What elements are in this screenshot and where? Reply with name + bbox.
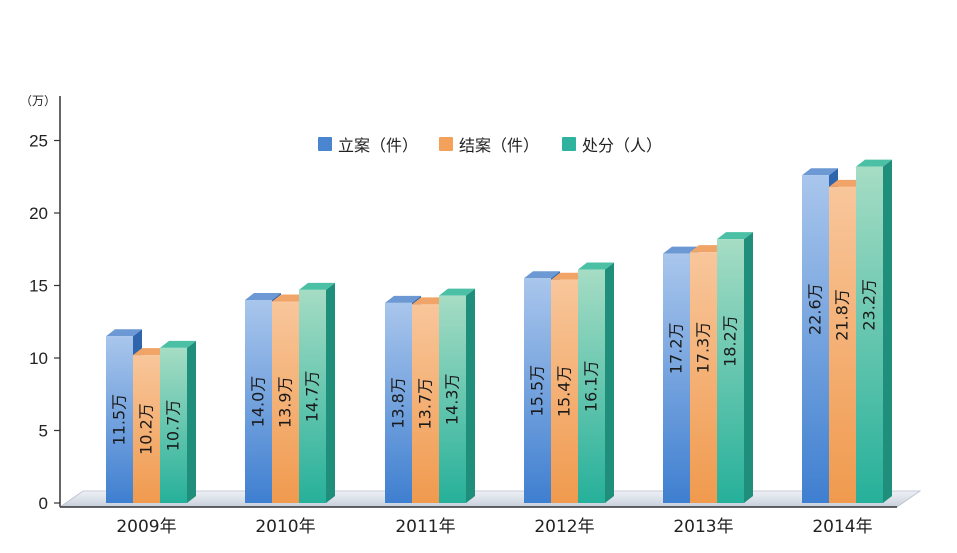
legend-item-2: 处分（人） — [562, 136, 662, 155]
bar-value-label: 18.2万 — [721, 315, 740, 367]
x-tick-labels: 2009年 2010年 2011年 2012年 2013年 2014年 — [116, 517, 872, 537]
bar-value-label: 16.1万 — [582, 360, 601, 412]
bar-value-label: 14.7万 — [303, 371, 322, 423]
bar-top — [717, 232, 753, 240]
bar: 14.3万 — [439, 288, 475, 503]
bar-value-label: 10.2万 — [137, 403, 156, 455]
bar-front — [802, 175, 829, 504]
bar-top — [299, 282, 335, 290]
bar-top — [245, 293, 281, 300]
legend-label-0: 立案（件） — [338, 136, 418, 155]
bar-top — [802, 168, 838, 176]
bar-value-label: 15.5万 — [528, 365, 547, 417]
bar-front — [829, 186, 856, 503]
bar-value-label: 14.0万 — [249, 376, 268, 428]
bar-front — [299, 289, 326, 503]
bar-front — [439, 295, 466, 503]
bar-value-label: 17.2万 — [667, 322, 686, 374]
bar-side — [883, 159, 892, 503]
bar-value-label: 21.8万 — [833, 289, 852, 341]
bar-value-label: 10.7万 — [164, 400, 183, 452]
y-tick-label: 10 — [29, 349, 48, 368]
bar-front — [133, 355, 160, 503]
legend: 立案（件） 结案（件） 处分（人） — [318, 136, 662, 155]
bar-value-label: 23.2万 — [860, 279, 879, 331]
bar-side — [187, 340, 196, 503]
bar-front — [385, 302, 412, 503]
y-ticks: 0 5 10 15 20 25 — [29, 132, 60, 513]
bar-value-label: 13.8万 — [389, 377, 408, 429]
bar-front — [160, 347, 187, 503]
x-tick-label: 2011年 — [395, 517, 455, 537]
x-tick-label: 2012年 — [534, 517, 594, 537]
y-tick-label: 15 — [29, 277, 48, 296]
x-tick-label: 2014年 — [812, 517, 872, 537]
legend-swatch-0 — [318, 137, 332, 151]
bar-value-label: 15.4万 — [555, 366, 574, 418]
bar-value-label: 13.9万 — [276, 376, 295, 428]
y-tick-label: 0 — [39, 494, 48, 513]
bar-top — [524, 271, 560, 279]
y-tick-label: 25 — [29, 132, 48, 151]
bar-value-label: 17.3万 — [694, 322, 713, 374]
bar-front — [412, 304, 439, 503]
bar-value-label: 13.7万 — [416, 378, 435, 430]
legend-item-1: 结案（件） — [439, 136, 539, 155]
bar-top — [663, 246, 699, 254]
y-unit-label: （万） — [20, 94, 56, 108]
bar-value-label: 14.3万 — [443, 374, 462, 426]
x-tick-label: 2009年 — [116, 517, 176, 537]
bar-top — [385, 295, 421, 303]
legend-swatch-1 — [439, 137, 453, 151]
bar-front — [578, 269, 605, 503]
bar-front — [690, 252, 717, 503]
legend-label-1: 结案（件） — [459, 136, 539, 155]
bar: 10.7万 — [160, 340, 196, 503]
bar-value-label: 11.5万 — [110, 394, 129, 446]
bar-top — [578, 262, 614, 270]
bar-front — [663, 253, 690, 503]
bar-series: 11.5万 10.2万 10.7万 14.0万 13.9万 14.7万 13.8万 13.7万… — [106, 159, 892, 504]
bar-front — [524, 278, 551, 503]
bar-side — [466, 288, 475, 503]
bar-front — [106, 336, 133, 503]
bar-top — [106, 329, 142, 337]
legend-label-2: 处分（人） — [582, 136, 662, 155]
bar: 14.7万 — [299, 282, 335, 503]
x-tick-label: 2010年 — [255, 517, 315, 537]
bar-front — [551, 279, 578, 503]
bar-front — [856, 166, 883, 503]
bar: 18.2万 — [717, 232, 753, 503]
x-tick-label: 2013年 — [673, 517, 733, 537]
bar-top — [856, 159, 892, 167]
bar-front — [245, 300, 272, 503]
bar-front — [717, 239, 744, 503]
bar-top — [439, 288, 475, 296]
bar-side — [605, 262, 614, 503]
bar-top — [160, 340, 196, 348]
y-tick-label: 5 — [39, 422, 48, 441]
bar: 23.2万 — [856, 159, 892, 503]
legend-swatch-2 — [562, 137, 576, 151]
bar-front — [272, 301, 299, 503]
bar: 16.1万 — [578, 262, 614, 503]
bar-value-label: 22.6万 — [806, 283, 825, 335]
bar-side — [744, 232, 753, 503]
legend-item-0: 立案（件） — [318, 136, 418, 155]
y-tick-label: 20 — [29, 204, 48, 223]
bar-side — [326, 282, 335, 503]
